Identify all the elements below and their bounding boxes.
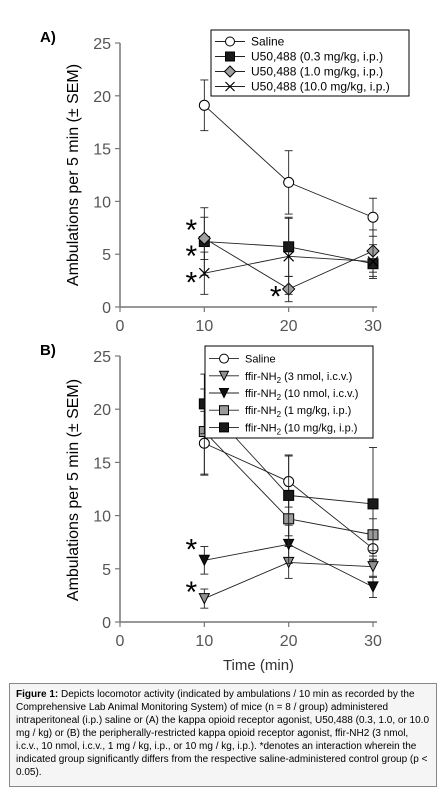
panel-b-data-point [367,561,379,573]
panel-b-y-tick-label: 5 [102,562,111,579]
panel-a-x-tick-label: 30 [364,318,382,335]
panel-a-x-tick-label: 20 [280,318,298,335]
panel-a-legend-label: U50,488 (0.3 mg/kg, i.p.) [251,50,383,64]
panel-b-significance-asterisk: * [185,576,197,609]
panel-b-data-point [367,581,379,594]
panel-a-data-point [367,211,379,223]
caption-label: Figure 1: [16,689,59,700]
panel-b-legend-marker [219,353,229,364]
panel-a-legend-marker [225,51,235,62]
panel-b-legend-marker [219,405,229,416]
panel-a-legend-marker [225,36,235,47]
panel-b-x-tick-label: 10 [195,633,213,650]
panel-a-y-tick-label: 5 [102,247,111,264]
panel-b-legend-label: ffir-NH2 (10 mg/kg, i.p.) [245,422,357,436]
panel-b-significance-asterisk: * [185,534,197,567]
panel-b-legend-marker [219,422,229,433]
panel-b-data-point [198,593,211,605]
panel-a-data-point [283,176,295,188]
panel-a-legend-box [210,29,410,97]
panel-b-data-point [198,554,211,567]
panel-b-y-tick-label: 0 [102,615,111,632]
panel-b-label: B) [40,342,56,359]
panel-b-y-axis-label: Ambulations per 5 min (± SEM) [65,379,82,601]
panel-b-legend-box [204,345,374,439]
panel-a-y-axis-label: Ambulations per 5 min (± SEM) [65,64,82,286]
panel-a-legend-marker [225,81,235,92]
panel-a-data-point [198,267,210,279]
panel-b-legend-label: Saline [245,354,276,366]
panel-b-data-point [367,498,379,510]
panel-a-y-tick-label: 15 [93,142,111,159]
panel-b-y-tick-label: 25 [93,349,111,366]
panel-b-legend-label: ffir-NH2 (3 nmol, i.c.v.) [245,371,352,385]
panel-b-legend-label: ffir-NH2 (10 nmol, i.c.v.) [245,388,358,402]
panel-a-significance-asterisk: * [185,240,197,273]
figure-caption: Figure 1: Depicts locomotor activity (in… [9,683,437,787]
panel-b-x-tick-label: 30 [364,633,382,650]
panel-a-data-point [197,231,212,246]
panel-a-significance-asterisk: * [185,267,197,300]
panel-b-y-tick-label: 15 [93,455,111,472]
panel-a-significance-asterisk: * [185,214,197,247]
caption-text: Depicts locomotor activity (indicated by… [16,689,430,778]
panel-b-y-tick-label: 20 [93,402,111,419]
panel-a-data-point [283,250,295,262]
panel-b-legend-marker [218,370,230,382]
panel-a-significance-asterisk: * [270,280,282,313]
panel-b-x-axis-label: Time (min) [223,657,294,674]
panel-a-legend-label: U50,488 (1.0 mg/kg, i.p.) [251,65,383,79]
panel-b-x-tick-label: 20 [280,633,298,650]
panel-a-legend-marker [223,65,237,78]
panel-a-y-tick-label: 25 [93,36,111,53]
panel-a-label: A) [40,29,56,46]
panel-a-y-tick-label: 20 [93,89,111,106]
panel-a-data-point [367,256,379,268]
panel-a-x-tick-label: 0 [116,318,125,335]
panel-b-legend-label: ffir-NH2 (1 mg/kg, i.p.) [245,405,351,419]
panel-a-y-tick-label: 0 [102,300,111,317]
panel-b-y-tick-label: 10 [93,509,111,526]
panel-b-legend-marker [218,388,230,399]
panel-b-x-tick-label: 0 [116,633,125,650]
panel-a-legend-label: U50,488 (10.0 mg/kg, i.p.) [251,80,390,94]
figure-chart: A) Ambulations per 5 min (± SEM) 0 5 10 15 20 2… [40,29,410,674]
panel-a-legend-label: Saline [251,35,285,49]
panel-b-data-point [283,489,295,501]
panel-a-x-tick-label: 10 [195,318,213,335]
panel-a-y-tick-label: 10 [93,194,111,211]
panel-a-data-point [198,99,210,111]
